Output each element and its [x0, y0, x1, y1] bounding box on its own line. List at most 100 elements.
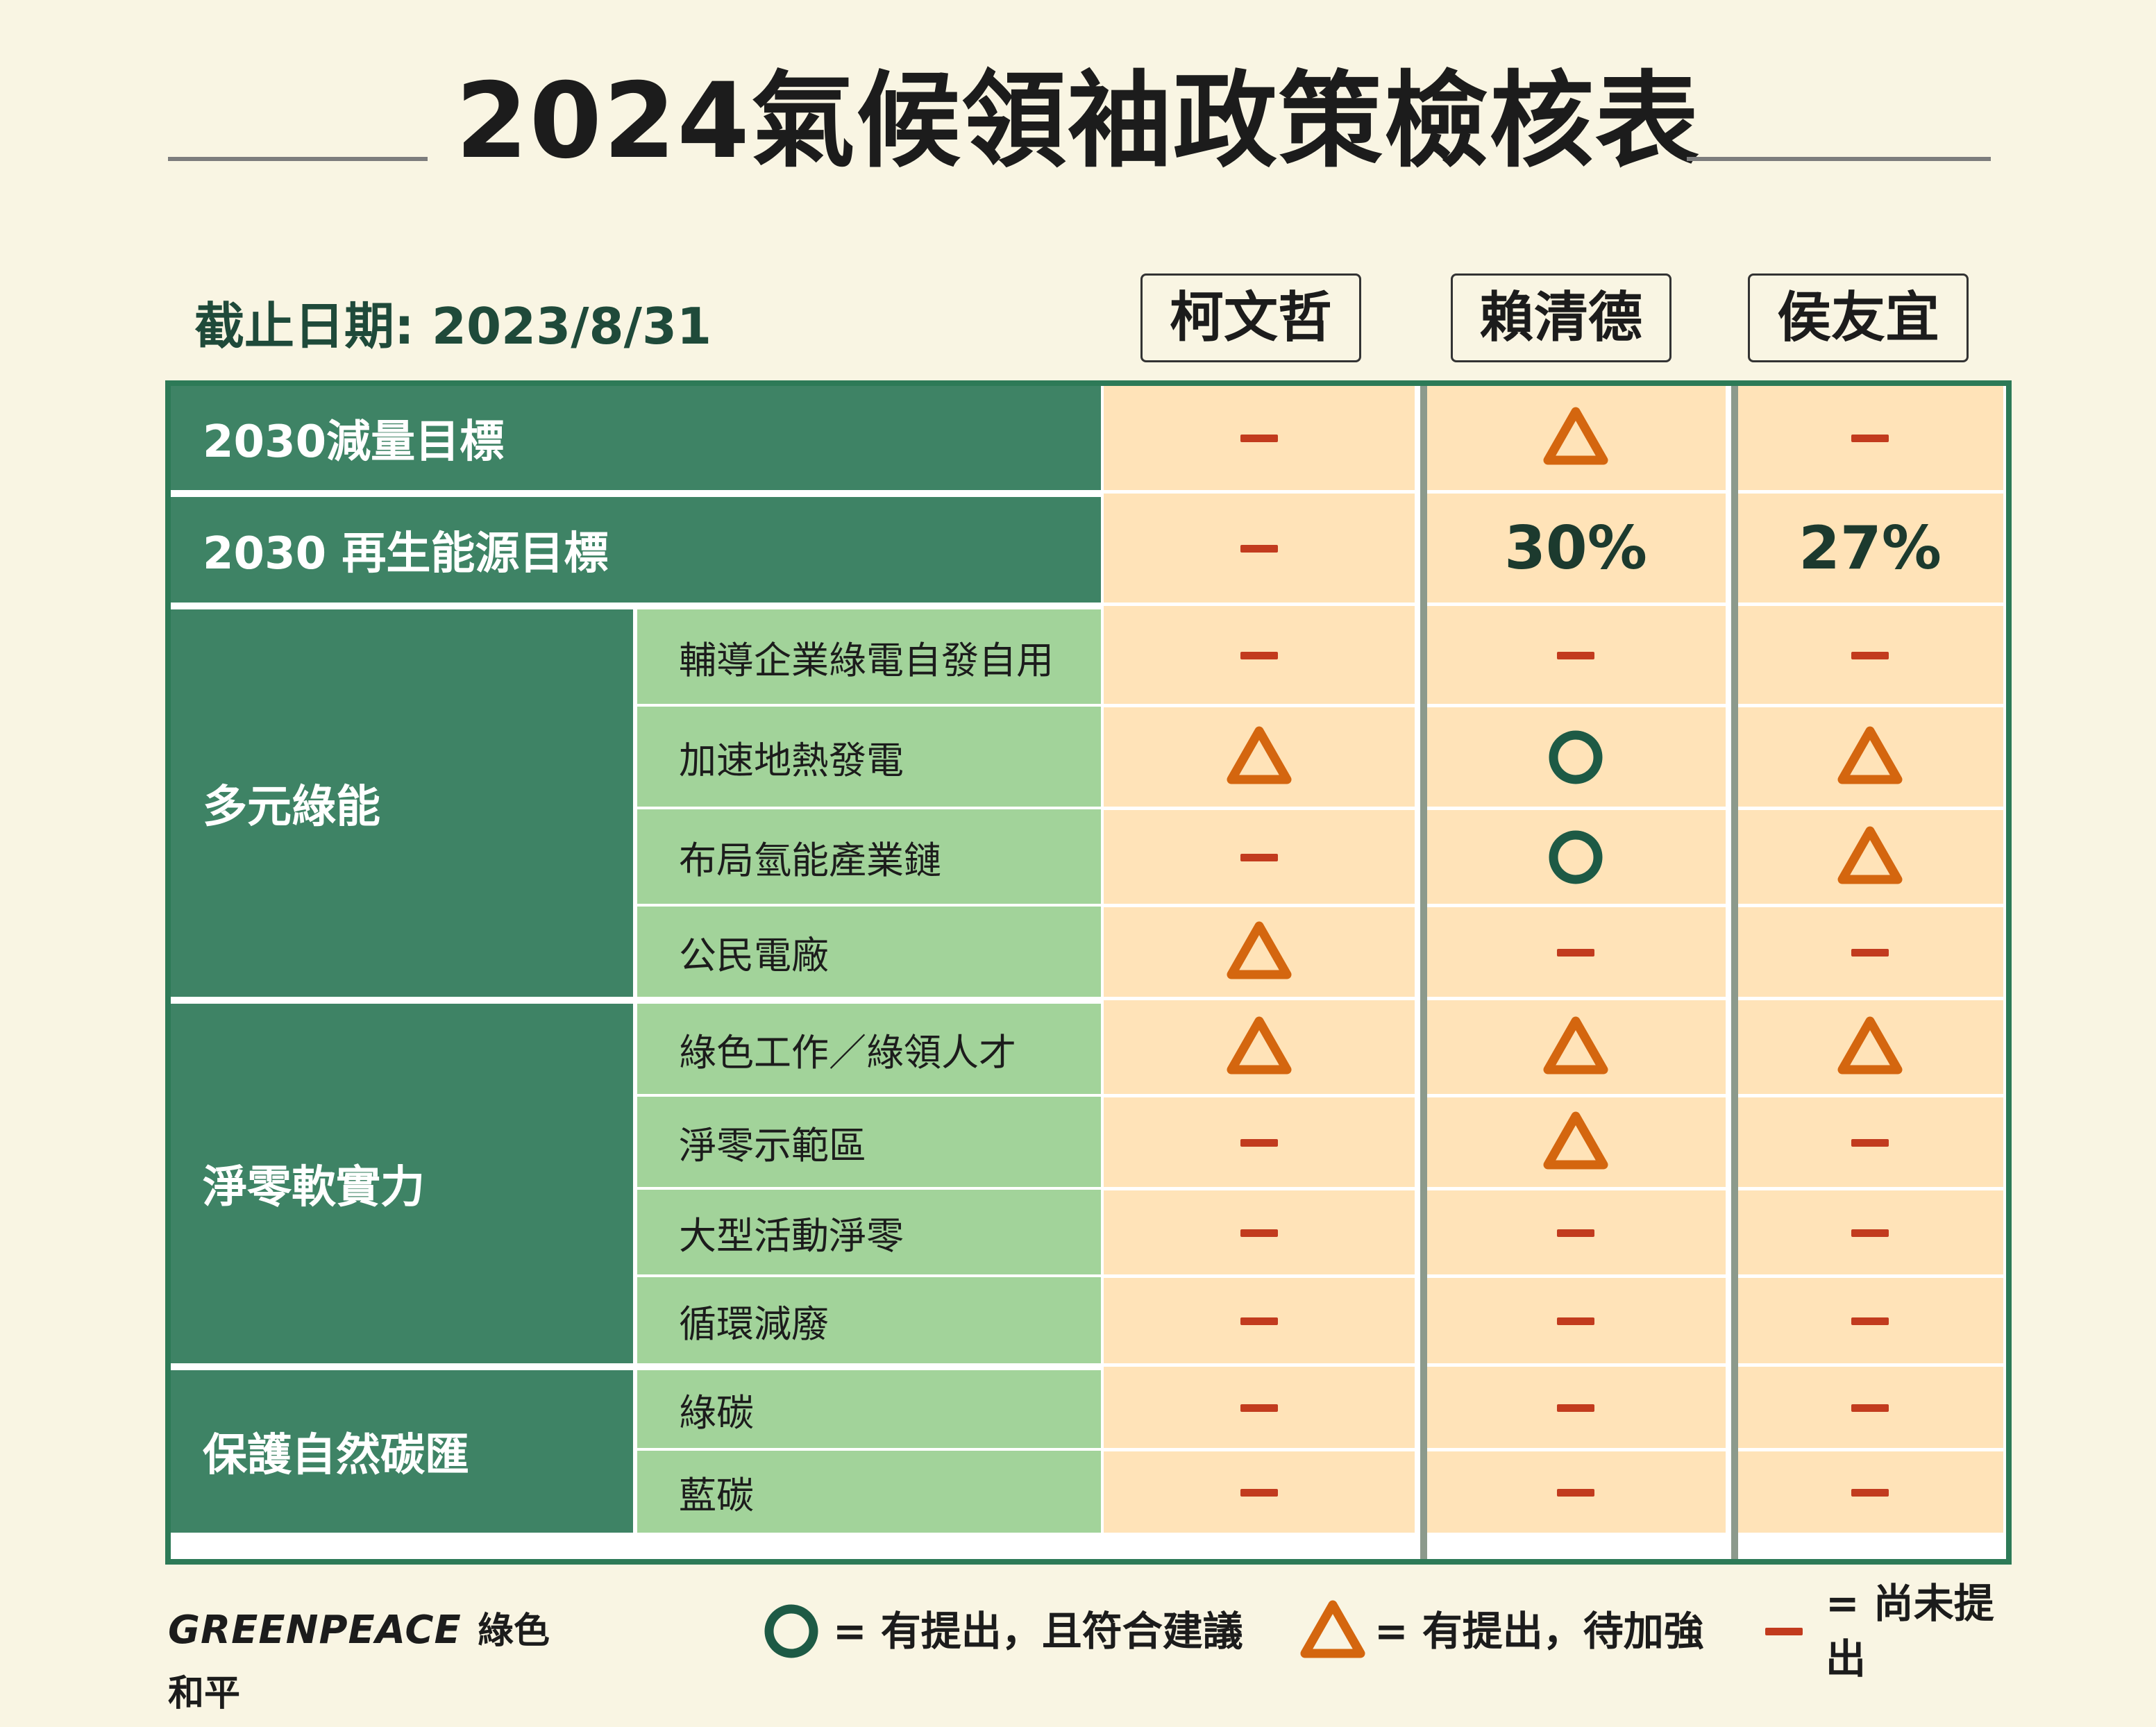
dash-mark: [1240, 853, 1278, 861]
status-cell: [1426, 810, 1726, 904]
dash-shape: [1851, 1488, 1889, 1497]
dash-mark: [1240, 544, 1278, 553]
dash-shape: [1240, 1488, 1278, 1497]
circle-mark: [1549, 830, 1603, 884]
triangle-mark: [1227, 921, 1292, 979]
column-divider: [1420, 386, 1427, 1559]
legend-text: = 有提出，待加強: [1374, 1608, 1704, 1655]
legend-item: = 有提出，待加強: [1291, 1590, 1704, 1673]
status-cell: 30%: [1426, 494, 1726, 603]
dash-mark: [1240, 435, 1278, 442]
dash-shape: [1851, 1138, 1889, 1147]
dash-shape: [1240, 651, 1278, 659]
status-cell: [1104, 810, 1415, 904]
row-label-main: 2030 再生能源目標: [171, 497, 1101, 603]
legend-text: = 尚未提出: [1826, 1580, 1994, 1683]
dash-legend-icon: [1742, 1590, 1826, 1673]
row-item-label: 循環減廢: [637, 1277, 1101, 1363]
status-cell: [1426, 707, 1726, 807]
dash-shape: [1557, 948, 1594, 957]
dash-shape: [1240, 544, 1278, 553]
row-item-label: 布局氫能產業鏈: [637, 809, 1101, 904]
status-cell: [1737, 1278, 2003, 1363]
dash-shape: [1851, 1229, 1889, 1237]
dash-mark: [1851, 1488, 1889, 1497]
circle-shape: [1549, 730, 1603, 784]
dash-mark: [1851, 435, 1889, 442]
row-group-label: 多元綠能: [171, 609, 633, 997]
candidate-header-1: 賴清德: [1451, 273, 1671, 362]
triangle-mark: [1227, 1016, 1292, 1074]
dash-mark: [1851, 1404, 1889, 1412]
status-cell: 27%: [1737, 494, 2003, 603]
circle-mark: [1549, 730, 1603, 784]
column-divider: [1731, 386, 1738, 1559]
status-cell: [1426, 1000, 1726, 1094]
candidate-header-2: 侯友宜: [1748, 273, 1969, 362]
legend: = 有提出，且符合建議 = 有提出，待加強 = 尚未提出: [750, 1580, 2013, 1683]
circle-mark: [764, 1604, 818, 1658]
triangle-shape: [1227, 921, 1292, 979]
dash-mark: [1765, 1628, 1803, 1635]
status-cell: [1104, 606, 1415, 704]
logo-latin: GREENPEACE: [168, 1608, 462, 1653]
row-item-label: 大型活動淨零: [637, 1190, 1101, 1274]
status-cell: [1104, 1367, 1415, 1448]
dash-shape: [1240, 1317, 1278, 1325]
dash-shape: [1557, 651, 1594, 659]
status-cell: [1104, 1451, 1415, 1533]
status-cell: [1737, 1451, 2003, 1533]
policy-table: 2030減量目標 2030 再生能源目標 多元綠能 淨零軟實力 保護自然碳匯 輔導企業綠電…: [165, 380, 2012, 1565]
status-cell: [1104, 1097, 1415, 1187]
dash-shape: [1240, 1404, 1278, 1412]
dash-mark: [1557, 1488, 1594, 1497]
status-cell: [1737, 606, 2003, 704]
circle-shape: [1549, 830, 1603, 884]
dash-mark: [1557, 948, 1594, 957]
dash-shape: [1240, 1229, 1278, 1237]
triangle-mark: [1227, 726, 1292, 784]
dash-shape: [1851, 1317, 1889, 1325]
page-title: 2024氣候領袖政策檢核表: [455, 61, 1701, 182]
dash-shape: [1240, 1138, 1278, 1147]
triangle-shape: [1837, 1016, 1903, 1074]
status-cell: [1104, 494, 1415, 603]
triangle-shape: [1837, 826, 1903, 884]
status-cell: [1737, 386, 2003, 490]
dash-mark: [1557, 1404, 1594, 1412]
status-cell: [1104, 907, 1415, 997]
status-cell: [1426, 386, 1726, 490]
dash-shape: [1851, 1404, 1889, 1412]
row-item-label: 綠色工作／綠領人才: [637, 1004, 1101, 1094]
dash-mark: [1557, 651, 1594, 659]
candidate-header-0: 柯文哲: [1140, 273, 1361, 362]
triangle-mark: [1543, 1111, 1608, 1169]
status-cell: [1426, 1097, 1726, 1187]
row-label-main: 2030減量目標: [171, 386, 1101, 490]
triangle-mark: [1543, 407, 1608, 465]
triangle-shape: [1227, 726, 1292, 784]
status-cell: [1104, 1000, 1415, 1094]
title-rule-right: [1687, 157, 1991, 161]
dash-shape: [1240, 853, 1278, 861]
status-cell: [1737, 707, 2003, 807]
triangle-shape: [1543, 407, 1608, 465]
triangle-legend-icon: [1291, 1590, 1374, 1673]
triangle-mark: [1300, 1600, 1365, 1658]
status-cell: [1426, 606, 1726, 704]
status-cell: [1104, 707, 1415, 807]
status-cell: [1737, 1000, 2003, 1094]
dash-mark: [1851, 1138, 1889, 1147]
status-cell: [1426, 1367, 1726, 1448]
status-cell: [1737, 1097, 2003, 1187]
dash-shape: [1240, 435, 1278, 442]
dash-mark: [1240, 1138, 1278, 1147]
status-cell: [1426, 907, 1726, 997]
triangle-mark: [1837, 726, 1903, 784]
row-item-label: 輔導企業綠電自發自用: [637, 609, 1101, 704]
dash-mark: [1240, 1317, 1278, 1325]
row-item-label: 公民電廠: [637, 907, 1101, 997]
status-cell: [1104, 1190, 1415, 1274]
dash-shape: [1851, 948, 1889, 957]
status-cell: [1426, 1451, 1726, 1533]
